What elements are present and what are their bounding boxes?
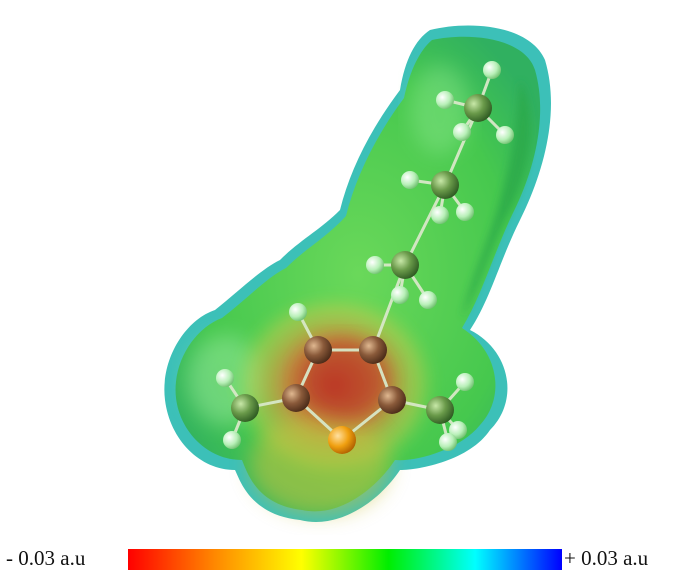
hydrogen-atom <box>453 123 471 141</box>
carbon-atom <box>231 394 259 422</box>
potential-surface <box>164 25 551 522</box>
hydrogen-atom <box>391 286 409 304</box>
surface-shade <box>462 80 531 318</box>
hydrogen-atom <box>483 61 501 79</box>
hydrogen-atom <box>456 373 474 391</box>
surface-highlight-top <box>410 65 470 155</box>
hydrogen-atom <box>289 303 307 321</box>
hydrogen-atom <box>456 203 474 221</box>
hydrogen-atom <box>366 256 384 274</box>
ring-carbon-atom <box>359 336 387 364</box>
carbon-atom <box>391 251 419 279</box>
hydrogen-atom <box>496 126 514 144</box>
negative-region-lower <box>250 415 390 515</box>
atoms <box>216 61 514 454</box>
hydrogen-atom <box>216 369 234 387</box>
mep-surface-figure <box>164 25 551 522</box>
hydrogen-atom <box>439 433 457 451</box>
colorbar-max-label: + 0.03 a.u <box>564 546 649 570</box>
carbon-atom <box>464 94 492 122</box>
ring-carbon-atom <box>282 384 310 412</box>
hydrogen-atom <box>401 171 419 189</box>
ring-carbon-atom <box>378 386 406 414</box>
ring-carbon-atom <box>304 336 332 364</box>
hydrogen-atom <box>431 206 449 224</box>
carbon-atom <box>431 171 459 199</box>
sulfur-atom <box>328 426 356 454</box>
colorbar-min-label: - 0.03 a.u <box>6 546 86 570</box>
hydrogen-atom <box>419 291 437 309</box>
hydrogen-atom <box>449 421 467 439</box>
hydrogen-atom <box>436 91 454 109</box>
hydrogen-atom <box>223 431 241 449</box>
carbon-atom <box>426 396 454 424</box>
colorbar <box>128 549 562 570</box>
